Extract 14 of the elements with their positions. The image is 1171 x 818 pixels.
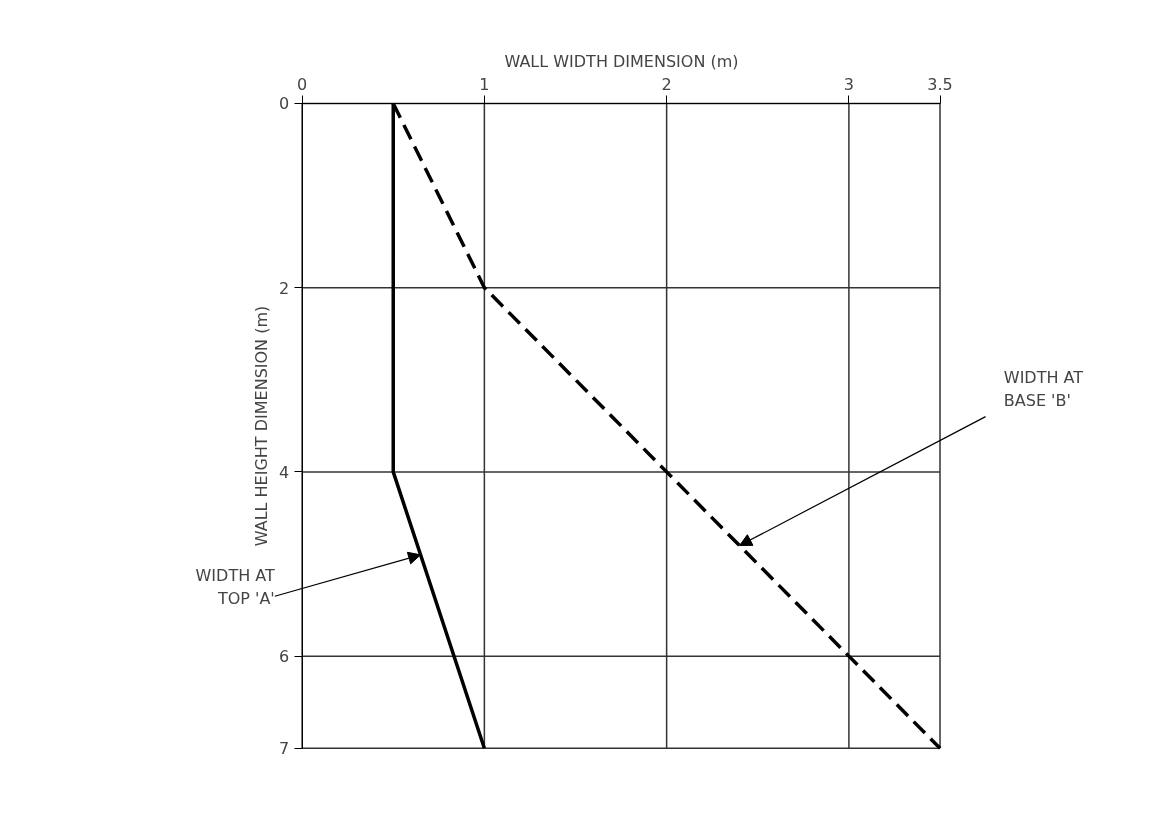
annotation: WIDTH AT TOP 'A' — [195, 566, 275, 608]
y-tick-label: 7 — [278, 739, 290, 759]
y-tick-label: 6 — [278, 647, 290, 667]
x-tick-label: 3.5 — [927, 75, 953, 95]
y-tick-label: 2 — [278, 278, 290, 298]
annotation: WIDTH AT BASE 'B' — [1003, 368, 1084, 410]
y-tick-label: 0 — [278, 94, 290, 114]
x-tick-label: 2 — [661, 75, 672, 95]
x-tick-label: 3 — [843, 75, 854, 95]
x-tick-label: 0 — [297, 75, 308, 95]
x-tick-label: 1 — [479, 75, 490, 95]
y-axis-title: WALL HEIGHT DIMENSION (m) — [252, 305, 272, 547]
x-axis-title: WALL WIDTH DIMENSION (m) — [504, 51, 739, 71]
y-tick-label: 4 — [278, 462, 290, 482]
